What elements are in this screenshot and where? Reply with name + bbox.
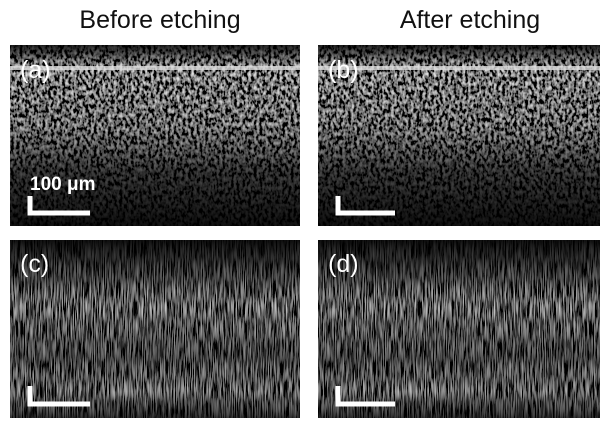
image-panel: (c) <box>10 240 300 418</box>
scale-bar <box>27 196 90 216</box>
image-panel: (a) 100 μm <box>10 45 300 226</box>
image-panel: (b) <box>318 45 600 226</box>
panel-label: (b) <box>328 56 359 84</box>
scale-bar-label: 100 μm <box>30 174 96 195</box>
column-header: After etching <box>400 6 540 34</box>
panel-label: (a) <box>20 56 51 84</box>
column-header: Before etching <box>79 6 240 34</box>
scale-bar <box>335 196 395 216</box>
image-panel: (d) <box>318 240 600 418</box>
panel-label: (c) <box>20 250 49 278</box>
scale-bar <box>27 386 90 407</box>
scale-bar <box>335 386 395 407</box>
panel-label: (d) <box>328 250 359 278</box>
